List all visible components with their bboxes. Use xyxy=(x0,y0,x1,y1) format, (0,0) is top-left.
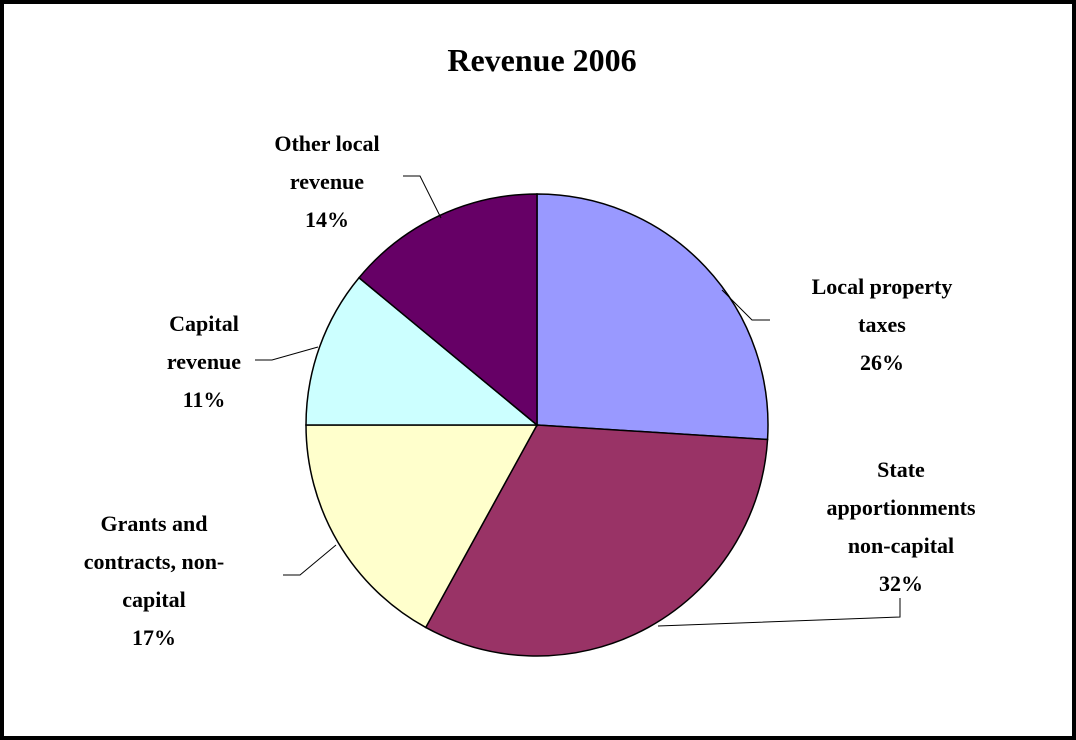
data-label: State apportionments non-capital 32% xyxy=(771,451,1031,603)
pie-slice xyxy=(305,424,539,629)
pie-slice xyxy=(305,276,540,426)
data-label: Local property taxes 26% xyxy=(752,268,1012,382)
slice-value-label: 26% xyxy=(860,350,904,375)
pie-slice xyxy=(357,193,538,427)
leader-line xyxy=(657,598,901,627)
pie-slice xyxy=(424,424,769,657)
leader-line xyxy=(403,175,442,219)
leader-line xyxy=(283,544,337,576)
data-label: Capital revenue 11% xyxy=(74,305,334,419)
slice-value-label: 11% xyxy=(182,387,226,412)
leader-line xyxy=(721,289,770,321)
slice-value-label: 17% xyxy=(132,625,176,650)
slice-value-label: 32% xyxy=(879,571,923,596)
slice-value-label: 14% xyxy=(305,207,349,232)
data-label: Grants and contracts, non- capital 17% xyxy=(24,505,284,657)
pie-slice xyxy=(536,193,769,441)
leader-lines xyxy=(255,175,901,627)
chart xyxy=(255,175,901,657)
slice-label: Grants and contracts, non- capital xyxy=(83,511,225,612)
slice-label: Local property taxes xyxy=(811,274,953,337)
leader-line xyxy=(255,346,319,361)
data-label: Other local revenue 14% xyxy=(197,125,457,239)
slice-label: Other local revenue xyxy=(274,131,380,194)
slice-label: State apportionments non-capital xyxy=(826,457,976,558)
slice-label: Capital revenue xyxy=(166,311,242,374)
chart-title: Revenue 2006 xyxy=(447,42,637,78)
